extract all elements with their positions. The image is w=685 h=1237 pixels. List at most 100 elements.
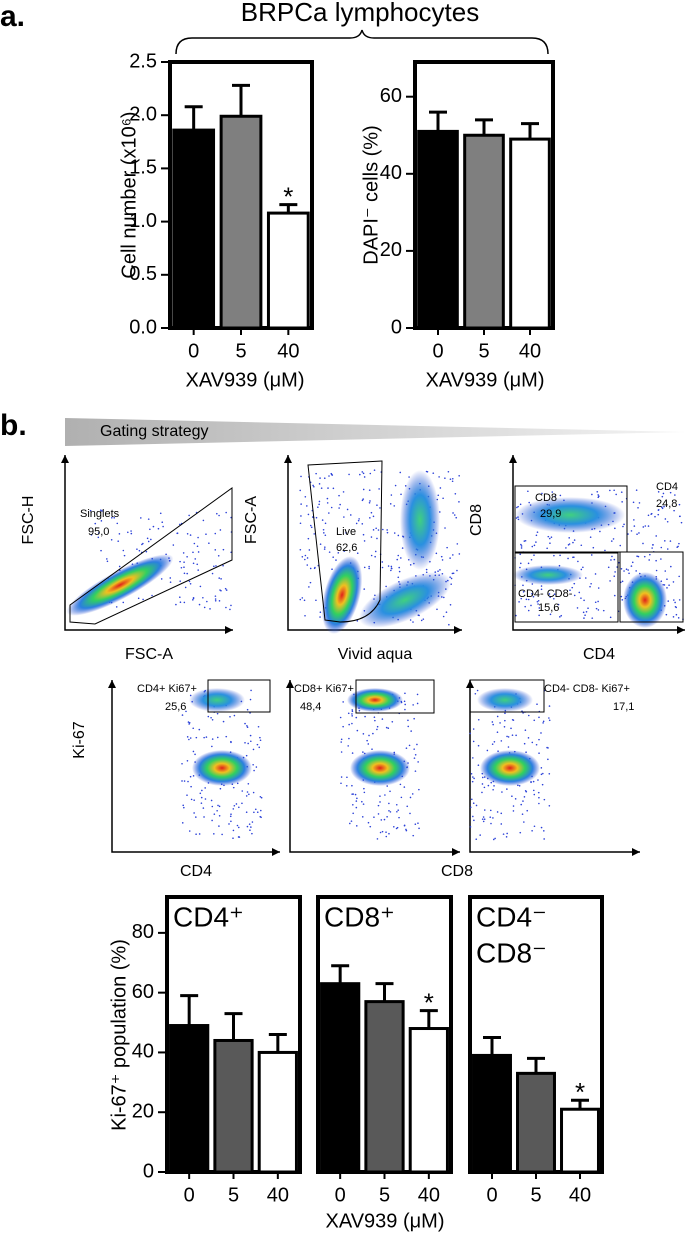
event xyxy=(472,740,475,743)
event xyxy=(380,819,383,821)
event xyxy=(192,562,195,565)
event xyxy=(504,719,506,722)
event xyxy=(530,781,532,783)
event xyxy=(230,604,232,607)
label: 15,6 xyxy=(538,602,559,614)
event xyxy=(519,553,522,556)
event xyxy=(399,783,402,786)
event xyxy=(186,533,189,535)
event xyxy=(368,489,371,491)
event xyxy=(150,538,152,541)
event xyxy=(538,607,541,609)
label: 17,1 xyxy=(613,701,634,713)
event xyxy=(403,700,406,703)
event xyxy=(596,490,599,493)
event xyxy=(189,737,192,739)
event xyxy=(362,498,365,500)
event xyxy=(621,580,624,583)
event xyxy=(175,603,177,606)
event xyxy=(340,776,343,778)
event xyxy=(391,720,394,723)
event xyxy=(258,746,261,749)
event xyxy=(666,578,668,580)
event xyxy=(524,539,527,542)
event xyxy=(299,598,302,601)
event xyxy=(481,791,483,794)
event xyxy=(647,514,650,517)
event xyxy=(213,813,216,815)
event xyxy=(411,793,414,795)
label: CD4+ Ki67+ xyxy=(137,683,197,695)
event xyxy=(245,795,248,797)
event xyxy=(412,704,414,706)
event xyxy=(647,525,650,527)
event xyxy=(648,559,650,561)
event xyxy=(342,725,344,728)
event xyxy=(363,588,366,590)
event xyxy=(548,537,551,540)
event xyxy=(299,548,302,551)
gate xyxy=(355,679,435,714)
event xyxy=(195,833,197,836)
density xyxy=(192,750,252,786)
event xyxy=(244,722,246,725)
event xyxy=(306,564,309,566)
event xyxy=(387,565,390,567)
event xyxy=(398,566,401,569)
event xyxy=(354,793,357,796)
event xyxy=(323,477,326,480)
event xyxy=(309,581,312,584)
event xyxy=(547,758,549,761)
arrow xyxy=(61,455,69,463)
arrow xyxy=(272,848,280,856)
event xyxy=(211,572,214,575)
event xyxy=(218,577,221,579)
y-tick-label: 2.0 xyxy=(129,103,157,125)
event xyxy=(348,737,350,740)
event xyxy=(300,475,302,478)
event xyxy=(211,805,214,808)
event xyxy=(199,585,202,588)
panel-label: a. xyxy=(0,0,25,33)
event xyxy=(185,710,187,713)
plot-axes xyxy=(469,680,640,853)
event xyxy=(512,810,515,812)
event xyxy=(518,601,520,603)
event xyxy=(442,497,444,500)
event xyxy=(318,500,321,503)
event xyxy=(209,608,211,610)
event xyxy=(169,577,172,579)
event xyxy=(655,559,657,562)
label: Singlets xyxy=(80,508,120,520)
event xyxy=(420,619,423,622)
plot-axes xyxy=(111,680,280,853)
y-axis-label: Ki-67⁺ population (%) xyxy=(108,939,130,1131)
event xyxy=(483,786,486,789)
event xyxy=(518,785,521,787)
event xyxy=(304,558,306,561)
event xyxy=(218,814,221,817)
event xyxy=(355,806,358,809)
x-tick-label: 40 xyxy=(519,340,541,362)
event xyxy=(116,522,119,525)
event xyxy=(247,782,250,785)
event xyxy=(512,805,515,807)
event xyxy=(370,536,373,538)
event xyxy=(472,802,475,805)
event xyxy=(322,528,325,531)
event xyxy=(259,795,262,798)
event xyxy=(367,743,370,745)
event xyxy=(536,703,538,705)
event xyxy=(367,821,370,824)
event xyxy=(405,747,408,749)
bar xyxy=(408,1027,449,1174)
event xyxy=(535,743,538,746)
event xyxy=(330,472,333,475)
event xyxy=(90,534,93,536)
event xyxy=(674,605,677,608)
event xyxy=(442,615,445,618)
event xyxy=(405,829,408,832)
event xyxy=(122,549,125,552)
event xyxy=(376,725,379,728)
event xyxy=(356,729,359,732)
